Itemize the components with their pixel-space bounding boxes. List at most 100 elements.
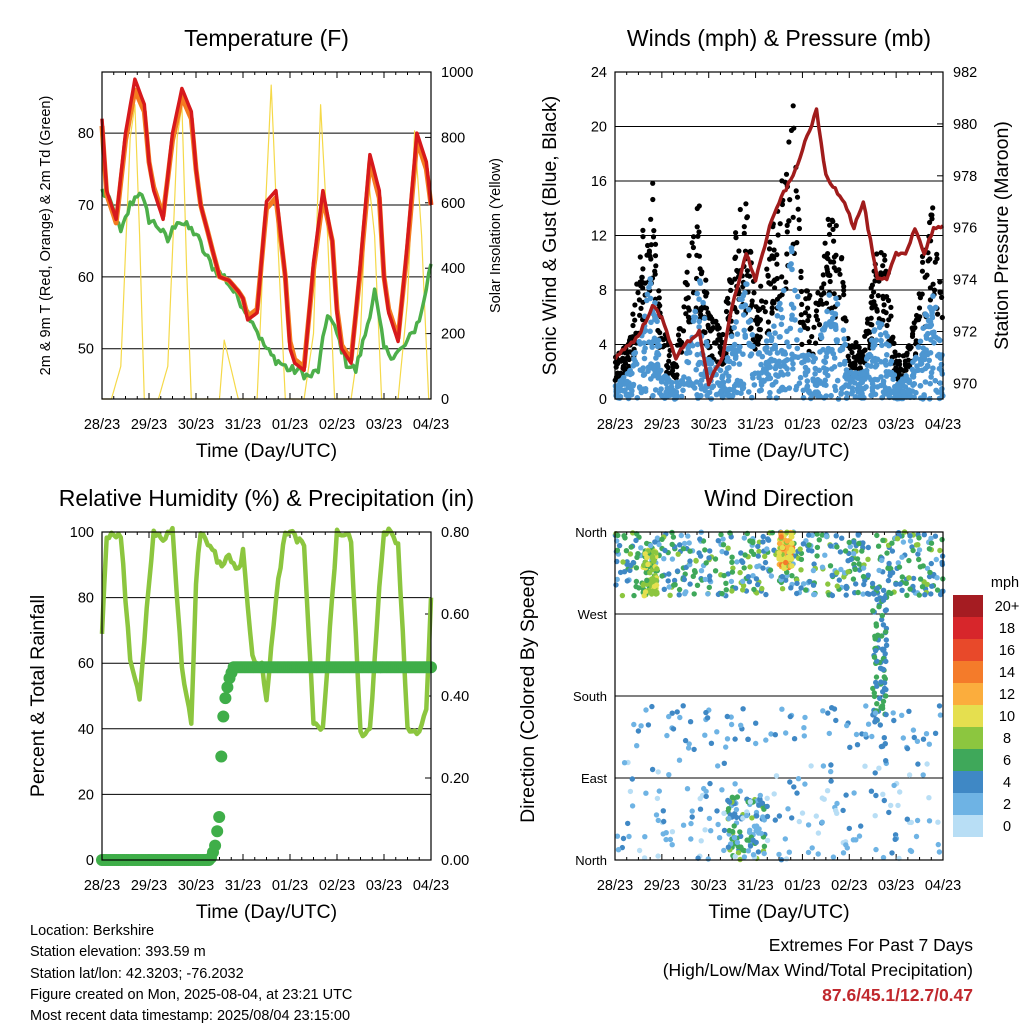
direction-point <box>689 808 695 814</box>
wind-point <box>789 316 795 322</box>
x-tick-label: 28/23 <box>84 417 120 433</box>
wind-point <box>802 364 809 371</box>
x-tick-label: 02/23 <box>319 417 355 433</box>
direction-point <box>751 586 757 593</box>
direction-point <box>626 833 632 840</box>
wind-point <box>784 339 790 346</box>
direction-point <box>705 591 711 597</box>
direction-point <box>824 788 831 794</box>
wind-point <box>731 341 738 348</box>
direction-point <box>847 543 853 550</box>
gust-point <box>772 285 778 291</box>
gust-point <box>686 253 692 259</box>
direction-point <box>747 799 753 805</box>
gust-point <box>824 264 830 270</box>
direction-point <box>755 543 761 550</box>
wind-point <box>914 363 920 369</box>
direction-point <box>880 587 887 593</box>
direction-point <box>883 642 890 648</box>
direction-point <box>861 581 867 588</box>
x-tick-label: 01/23 <box>272 417 308 433</box>
gust-point <box>930 281 936 287</box>
direction-point <box>869 733 875 740</box>
direction-point <box>620 835 627 842</box>
colorbar-label: 20+ <box>995 599 1020 615</box>
gust-point <box>831 254 838 260</box>
gust-point <box>920 259 926 265</box>
figure-created: Figure created on Mon, 2025-08-04, at 23… <box>30 986 353 1003</box>
wind-point <box>785 371 791 377</box>
x-tick-label: 31/23 <box>225 878 261 894</box>
direction-point <box>873 621 879 627</box>
gust-point <box>871 289 877 295</box>
direction-point <box>661 818 667 825</box>
direction-point <box>686 540 692 546</box>
y-right-axis-label: Station Pressure (Maroon) <box>991 121 1013 350</box>
wind-point <box>669 379 675 386</box>
direction-point <box>834 544 840 550</box>
direction-point <box>831 706 838 712</box>
gust-point <box>916 317 922 323</box>
direction-point <box>789 815 795 821</box>
direction-point <box>708 740 715 746</box>
direction-point <box>858 823 864 829</box>
direction-point <box>652 539 658 545</box>
gust-point <box>648 242 654 248</box>
wind-point <box>767 350 773 357</box>
gust-point <box>710 325 716 331</box>
direction-point <box>814 531 820 537</box>
direction-point <box>767 567 774 573</box>
direction-point <box>732 781 738 787</box>
x-tick-label: 04/23 <box>413 878 449 894</box>
direction-point <box>783 730 789 736</box>
direction-point <box>634 554 640 560</box>
direction-point <box>670 534 677 540</box>
direction-point <box>929 583 935 589</box>
gust-point <box>841 287 847 293</box>
direction-point <box>889 850 895 856</box>
gust-point <box>656 295 662 301</box>
series-direction <box>612 529 946 863</box>
direction-point <box>665 578 671 584</box>
direction-point <box>702 732 708 738</box>
x-tick-label: 03/23 <box>878 878 914 894</box>
direction-point <box>911 734 917 741</box>
direction-point <box>888 802 894 809</box>
gust-point <box>640 234 646 240</box>
wind-point <box>782 358 789 364</box>
x-tick-label: 03/23 <box>366 878 402 894</box>
wind-point <box>837 347 844 354</box>
direction-point <box>615 847 622 853</box>
direction-point <box>784 544 791 550</box>
direction-point <box>862 731 869 737</box>
wind-point <box>805 388 812 395</box>
direction-point <box>823 533 830 540</box>
gust-point <box>684 269 690 275</box>
wind-point <box>724 355 731 361</box>
wind-point <box>880 378 887 385</box>
direction-point <box>794 790 800 796</box>
direction-point <box>889 548 896 554</box>
wind-point <box>738 390 744 397</box>
gust-point <box>743 201 749 207</box>
direction-point <box>927 569 933 576</box>
direction-point <box>906 575 912 581</box>
wind-point <box>883 369 890 375</box>
extremes-box: Extremes For Past 7 Days (High/Low/Max W… <box>663 933 973 1008</box>
wind-point <box>654 343 661 350</box>
wind-point <box>740 351 746 358</box>
direction-point <box>769 530 776 536</box>
direction-point <box>674 709 680 715</box>
gust-point <box>868 285 874 291</box>
gust-point <box>648 216 654 222</box>
direction-point <box>884 550 890 556</box>
wind-point <box>654 339 660 346</box>
direction-point <box>640 582 646 588</box>
wind-point <box>788 261 794 267</box>
direction-point <box>645 561 651 568</box>
direction-point <box>650 549 657 555</box>
wind-point <box>740 312 747 318</box>
wind-point <box>639 367 645 374</box>
direction-point <box>937 547 943 554</box>
y-right-axis-label: Solar Insolation (Yellow) <box>488 158 504 313</box>
